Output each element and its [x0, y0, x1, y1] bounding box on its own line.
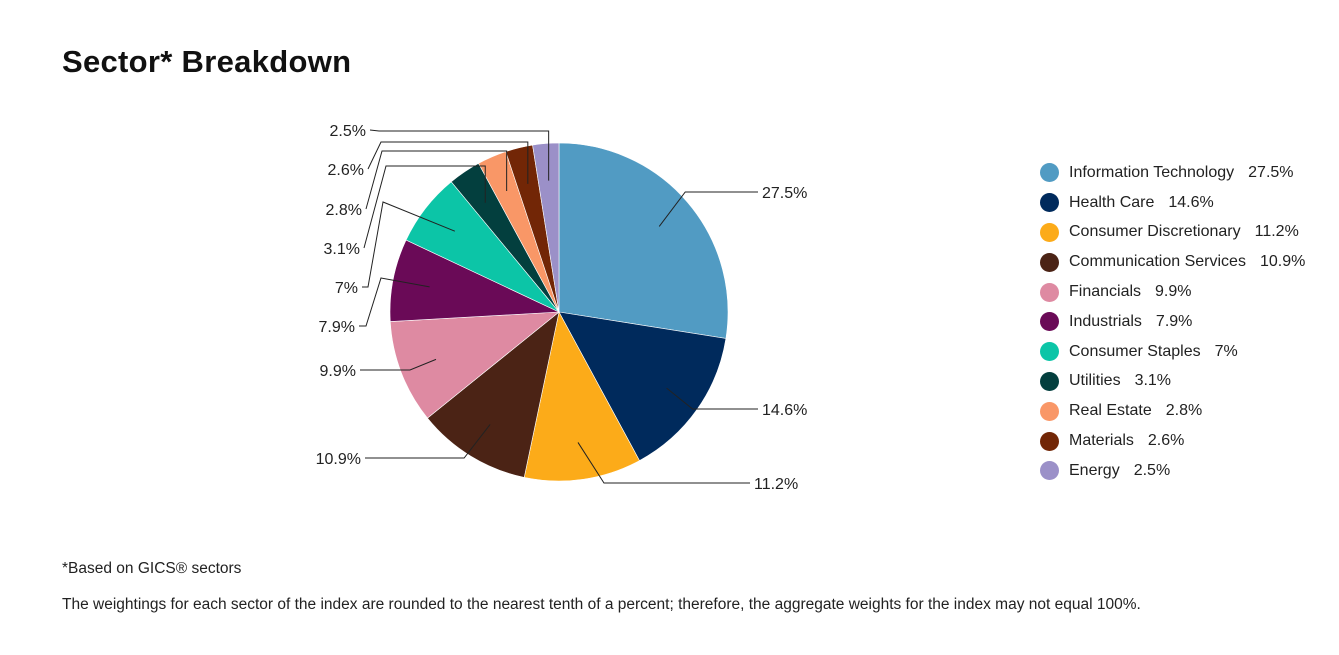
legend-value: 2.5% — [1133, 461, 1171, 479]
legend-swatch — [1040, 252, 1059, 272]
data-label-consumer-staples: 7% — [335, 280, 358, 297]
legend-value: 9.9% — [1155, 283, 1192, 301]
leader-line-health-care — [666, 387, 758, 410]
legend-item-consumer-discretionary: Consumer Discretionary 11.2% — [1040, 218, 1305, 248]
legend-item-communication-services: Communication Services 10.9% — [1040, 247, 1305, 277]
data-label-financials: 9.9% — [320, 363, 356, 380]
data-label-utilities: 3.1% — [324, 241, 360, 258]
legend-item-utilities: Utilities 3.1% — [1040, 367, 1305, 397]
legend-swatch — [1040, 282, 1059, 302]
legend-value: 7.9% — [1155, 312, 1193, 330]
legend-swatch — [1040, 371, 1059, 391]
legend-swatch — [1040, 461, 1059, 481]
legend-value: 14.6% — [1168, 193, 1214, 211]
legend-value: 7% — [1214, 342, 1238, 360]
legend-label: Real Estate — [1069, 402, 1152, 420]
legend-item-consumer-staples: Consumer Staples 7% — [1040, 337, 1305, 367]
leader-line-consumer-discretionary — [577, 442, 750, 484]
pie-slice-health-care — [558, 311, 727, 462]
leader-line-communication-services — [365, 424, 491, 459]
footnote: *Based on GICS® sectors — [62, 560, 242, 577]
data-labels: 27.5% 14.6% 11.2% 10.9% 9.9% 7.9% 7% 3.1% 2.8% 2.… — [316, 123, 808, 493]
legend-value: 2.8% — [1165, 402, 1203, 420]
pie-slice-financials — [389, 311, 560, 419]
data-label-health-care: 14.6% — [762, 402, 807, 419]
leader-line-industrials — [359, 277, 430, 327]
legend-item-health-care: Health Care 14.6% — [1040, 188, 1305, 218]
data-label-industrials: 7.9% — [319, 319, 355, 336]
legend-swatch — [1040, 222, 1059, 242]
pie-slice-consumer-discretionary — [523, 311, 640, 482]
pie-slice-energy — [532, 142, 560, 313]
data-label-consumer-discretionary: 11.2% — [754, 476, 798, 493]
legend-value: 10.9% — [1259, 253, 1306, 271]
data-label-energy: 2.5% — [330, 123, 366, 140]
disclaimer: The weightings for each sector of the in… — [62, 596, 1141, 613]
legend-value: 27.5% — [1248, 163, 1294, 181]
data-label-real-estate: 2.8% — [326, 202, 362, 219]
leader-line-energy — [369, 129, 550, 181]
legend-swatch — [1040, 312, 1059, 332]
data-label-information-technology: 27.5% — [762, 185, 807, 202]
legend-label: Energy — [1069, 461, 1120, 479]
legend: Information Technology 27.5% Health Care 14… — [1040, 158, 1305, 486]
legend-label: Consumer Staples — [1069, 342, 1201, 360]
data-label-communication-services: 10.9% — [316, 451, 361, 468]
legend-item-financials: Financials 9.9% — [1040, 277, 1305, 307]
legend-item-information-technology: Information Technology 27.5% — [1040, 158, 1305, 188]
legend-label: Communication Services — [1069, 253, 1246, 271]
pie-slices — [389, 142, 729, 482]
legend-label: Materials — [1069, 432, 1134, 450]
data-label-materials: 2.6% — [328, 162, 364, 179]
legend-item-real-estate: Real Estate 2.8% — [1040, 396, 1305, 426]
pie-slice-information-technology — [558, 142, 729, 339]
leader-line-financials — [360, 358, 437, 371]
legend-label: Utilities — [1069, 372, 1121, 390]
leader-line-materials — [367, 141, 529, 184]
legend-label: Health Care — [1069, 193, 1155, 211]
legend-value: 11.2% — [1254, 223, 1299, 241]
legend-label: Consumer Discretionary — [1069, 223, 1241, 241]
legend-value: 3.1% — [1134, 372, 1172, 390]
legend-value: 2.6% — [1147, 432, 1185, 450]
legend-swatch — [1040, 401, 1059, 421]
legend-swatch — [1040, 431, 1059, 451]
legend-label: Information Technology — [1069, 163, 1235, 181]
leader-line-utilities — [363, 165, 486, 249]
legend-swatch — [1040, 342, 1059, 362]
legend-item-energy: Energy 2.5% — [1040, 456, 1305, 486]
legend-item-industrials: Industrials 7.9% — [1040, 307, 1305, 337]
pie-slice-communication-services — [427, 311, 560, 478]
leader-line-consumer-staples — [362, 201, 456, 288]
leader-lines — [359, 129, 758, 484]
chart-title: Sector* Breakdown — [62, 44, 352, 79]
leader-line-information-technology — [658, 191, 758, 227]
legend-label: Financials — [1069, 283, 1142, 301]
legend-label: Industrials — [1069, 312, 1142, 330]
leader-line-real-estate — [365, 150, 508, 210]
legend-swatch — [1040, 163, 1059, 183]
legend-item-materials: Materials 2.6% — [1040, 426, 1305, 456]
legend-swatch — [1040, 193, 1059, 213]
